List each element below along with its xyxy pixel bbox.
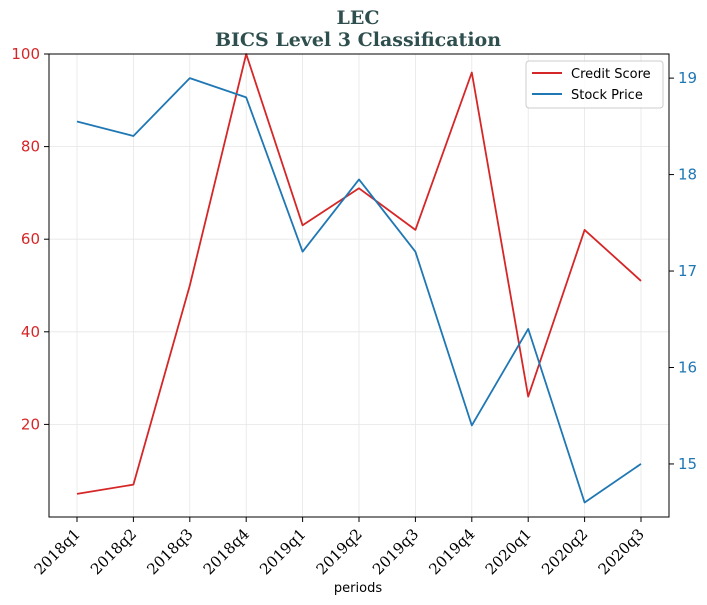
right-tick-label: 17 [678, 262, 697, 280]
x-tick-label: 2018q1 [31, 525, 84, 578]
chart-subtitle: BICS Level 3 Classification [215, 29, 501, 51]
grid [49, 53, 669, 517]
x-tick-label: 2019q2 [313, 525, 366, 578]
x-tick-label: 2018q4 [200, 525, 253, 578]
left-tick-label: 40 [21, 323, 40, 341]
x-tick-label: 2019q3 [369, 525, 422, 578]
x-tick-label: 2020q3 [595, 525, 648, 578]
x-tick-label: 2020q2 [538, 525, 591, 578]
right-axis: 15 16 17 18 19 [669, 69, 697, 473]
left-tick-label: 100 [11, 45, 40, 63]
x-tick-label: 2019q1 [256, 525, 309, 578]
right-tick-label: 15 [678, 455, 697, 473]
left-tick-label: 60 [21, 230, 40, 248]
chart-title: LEC [337, 7, 380, 29]
x-tick-label: 2019q4 [425, 525, 478, 578]
legend-label-credit-score: Credit Score [571, 67, 651, 82]
left-tick-label: 20 [21, 415, 40, 433]
left-axis: 20 40 60 80 100 [11, 45, 49, 433]
right-tick-label: 18 [678, 166, 697, 184]
right-tick-label: 19 [678, 69, 697, 87]
x-axis-label: periods [334, 581, 382, 596]
x-tick-label: 2018q2 [87, 525, 140, 578]
right-tick-label: 16 [678, 358, 697, 376]
x-tick-label: 2020q1 [482, 525, 535, 578]
legend-label-stock-price: Stock Price [571, 88, 643, 103]
legend: Credit Score Stock Price [525, 60, 664, 109]
x-axis: 2018q1 2018q2 2018q3 2018q4 2019q1 2019q2 2019… [31, 517, 648, 578]
left-tick-label: 80 [21, 138, 40, 156]
x-tick-label: 2018q3 [143, 525, 196, 578]
